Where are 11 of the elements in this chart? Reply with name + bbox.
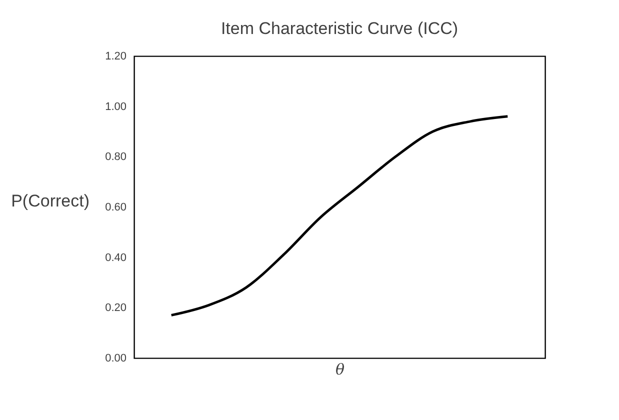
x-axis-title: θ [335,360,345,378]
y-tick-label: 1.00 [105,100,126,113]
chart-title: Item Characteristic Curve (ICC) [220,19,458,38]
y-tick-label: 0.60 [105,202,126,214]
y-tick-label: 0.20 [105,302,126,314]
y-tick-label: 0.80 [105,151,126,164]
y-tick-label: 0.40 [105,252,126,264]
y-axis-title: P(Correct) [11,192,90,210]
y-tick-label: 0.00 [105,352,126,364]
line-series [170,115,509,316]
y-tick-label: 1.20 [105,50,126,62]
